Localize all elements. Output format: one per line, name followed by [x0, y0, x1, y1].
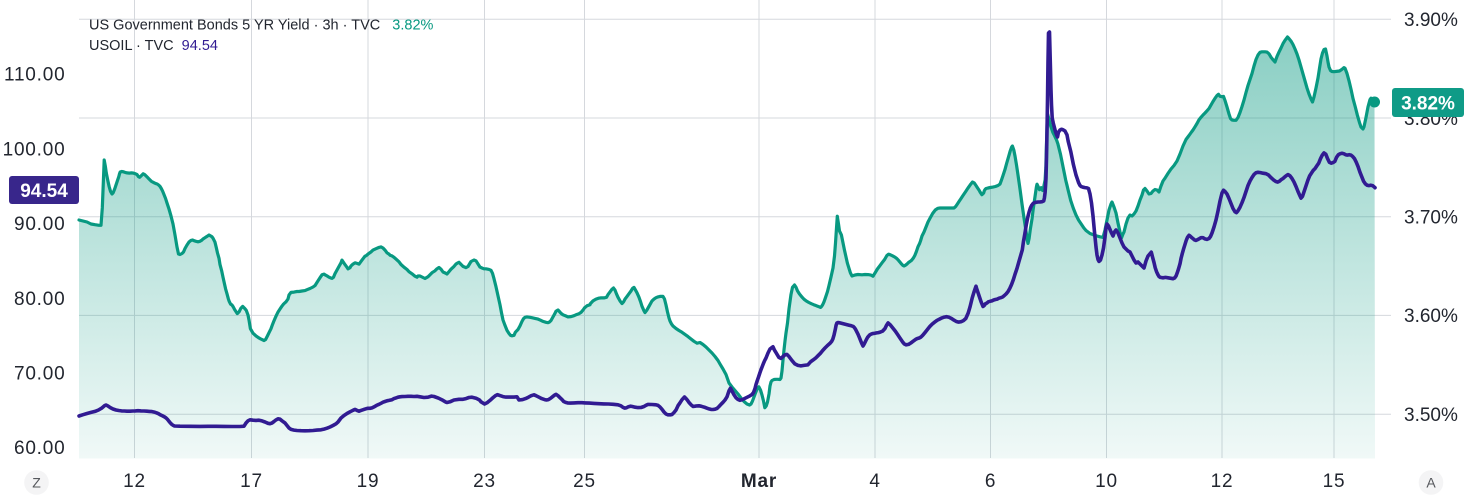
- svg-text:23: 23: [473, 471, 496, 492]
- svg-text:70.00: 70.00: [14, 364, 66, 385]
- svg-text:19: 19: [357, 471, 380, 492]
- svg-text:US Government Bonds 5 YR Yield: US Government Bonds 5 YR Yield · 3h · TV…: [89, 18, 434, 34]
- svg-text:Z: Z: [32, 475, 41, 491]
- svg-text:17: 17: [240, 471, 263, 492]
- svg-text:3.60%: 3.60%: [1404, 306, 1458, 327]
- svg-text:3.70%: 3.70%: [1404, 208, 1458, 229]
- svg-text:60.00: 60.00: [14, 438, 66, 459]
- svg-text:10: 10: [1095, 471, 1118, 492]
- svg-text:25: 25: [573, 471, 596, 492]
- svg-text:4: 4: [869, 471, 880, 492]
- svg-text:90.00: 90.00: [14, 214, 66, 235]
- svg-text:80.00: 80.00: [14, 289, 66, 310]
- svg-text:110.00: 110.00: [4, 65, 66, 86]
- svg-text:100.00: 100.00: [3, 139, 66, 160]
- svg-text:12: 12: [123, 471, 146, 492]
- svg-text:15: 15: [1323, 471, 1346, 492]
- svg-text:3.82%: 3.82%: [1401, 93, 1455, 114]
- svg-text:12: 12: [1211, 471, 1234, 492]
- svg-text:3.50%: 3.50%: [1404, 405, 1458, 426]
- svg-text:A: A: [1426, 475, 1436, 491]
- svg-text:6: 6: [985, 471, 996, 492]
- svg-text:Mar: Mar: [741, 471, 777, 492]
- svg-text:USOIL · TVC 94.54: USOIL · TVC 94.54: [89, 38, 218, 54]
- svg-text:3.90%: 3.90%: [1404, 10, 1458, 31]
- svg-text:94.54: 94.54: [20, 181, 68, 202]
